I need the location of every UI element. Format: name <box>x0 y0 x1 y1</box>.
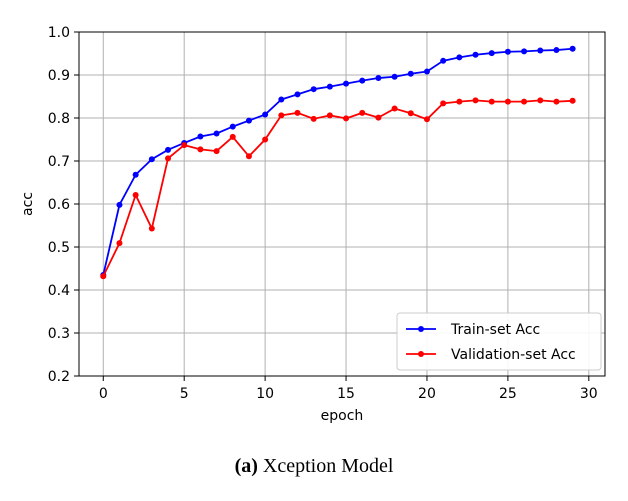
data-point <box>148 156 155 163</box>
x-tick-label: 25 <box>499 386 517 402</box>
data-point <box>326 83 333 90</box>
x-axis-label: epoch <box>321 408 364 424</box>
y-tick-label: 0.4 <box>48 283 70 299</box>
data-point <box>278 112 285 119</box>
data-point <box>472 51 479 58</box>
data-point <box>165 146 172 153</box>
data-point <box>472 97 479 104</box>
x-tick-label: 20 <box>418 386 436 402</box>
series-line-2 <box>102 99 573 277</box>
legend-box <box>396 312 602 371</box>
data-point <box>213 130 220 137</box>
data-point <box>326 112 333 119</box>
data-point <box>343 115 350 122</box>
caption-prefix: (a) <box>234 455 258 477</box>
legend: Train-set Acc Validation-set Acc <box>396 312 602 371</box>
data-point <box>407 110 414 117</box>
series-line-1 <box>102 47 573 276</box>
data-point <box>229 133 236 140</box>
x-tick-label: 15 <box>337 386 355 402</box>
y-tick-label: 1.0 <box>48 25 70 41</box>
data-point <box>440 57 447 64</box>
data-point <box>569 45 576 52</box>
data-point <box>488 50 495 57</box>
data-point <box>310 86 317 93</box>
data-point <box>359 109 366 116</box>
data-point <box>456 98 463 105</box>
data-point <box>407 70 414 77</box>
data-point <box>165 155 172 162</box>
series-group <box>100 45 576 280</box>
axis-ticks: 0 5 10 15 20 25 30 0.2 0.3 0.4 0.5 0.6 0.7 0.8 0.9 1.0 <box>48 25 598 402</box>
legend-label: Validation-set Acc <box>451 347 576 363</box>
data-point <box>132 171 139 178</box>
data-point <box>262 111 269 118</box>
x-tick-label: 30 <box>580 386 598 402</box>
data-point <box>553 98 560 105</box>
y-tick-label: 0.6 <box>48 197 70 213</box>
y-tick-label: 0.3 <box>48 326 70 342</box>
legend-swatch-marker <box>418 351 424 357</box>
data-point <box>116 240 123 247</box>
data-point <box>569 97 576 104</box>
data-point <box>456 54 463 61</box>
y-tick-label: 0.2 <box>48 369 70 385</box>
data-point <box>197 146 204 153</box>
legend-swatch-marker <box>418 326 424 332</box>
data-point <box>375 114 382 121</box>
y-axis-label: acc <box>20 192 36 216</box>
data-point <box>262 136 269 143</box>
data-point <box>391 105 398 112</box>
data-point <box>229 123 236 130</box>
data-point <box>440 100 447 107</box>
data-point <box>391 73 398 80</box>
data-point <box>278 96 285 103</box>
data-point <box>537 47 544 54</box>
data-point <box>423 116 430 123</box>
data-point <box>504 98 511 105</box>
figure-caption: (a) Xception Model <box>0 455 628 478</box>
data-point <box>197 133 204 140</box>
data-point <box>148 225 155 232</box>
y-tick-label: 0.8 <box>48 111 70 127</box>
data-point <box>343 80 350 87</box>
data-point <box>294 91 301 98</box>
data-point <box>521 48 528 55</box>
data-point <box>213 148 220 155</box>
data-point <box>521 98 528 105</box>
data-point <box>310 115 317 122</box>
data-point <box>294 109 301 116</box>
y-tick-label: 0.7 <box>48 154 70 170</box>
x-tick-label: 5 <box>180 386 189 402</box>
data-point <box>132 191 139 198</box>
y-tick-label: 0.5 <box>48 240 70 256</box>
caption-text: Xception Model <box>262 455 394 477</box>
legend-label: Train-set Acc <box>450 322 540 338</box>
data-point <box>245 153 252 160</box>
data-point <box>553 47 560 54</box>
data-point <box>359 77 366 84</box>
x-tick-label: 10 <box>256 386 274 402</box>
x-tick-label: 0 <box>99 386 108 402</box>
data-point <box>375 75 382 82</box>
data-point <box>116 201 123 208</box>
data-point <box>100 273 107 280</box>
data-point <box>537 97 544 104</box>
data-point <box>245 117 252 124</box>
data-point <box>181 142 188 149</box>
data-point <box>488 98 495 105</box>
y-tick-label: 0.9 <box>48 68 70 84</box>
data-point <box>504 48 511 55</box>
data-point <box>423 68 430 75</box>
